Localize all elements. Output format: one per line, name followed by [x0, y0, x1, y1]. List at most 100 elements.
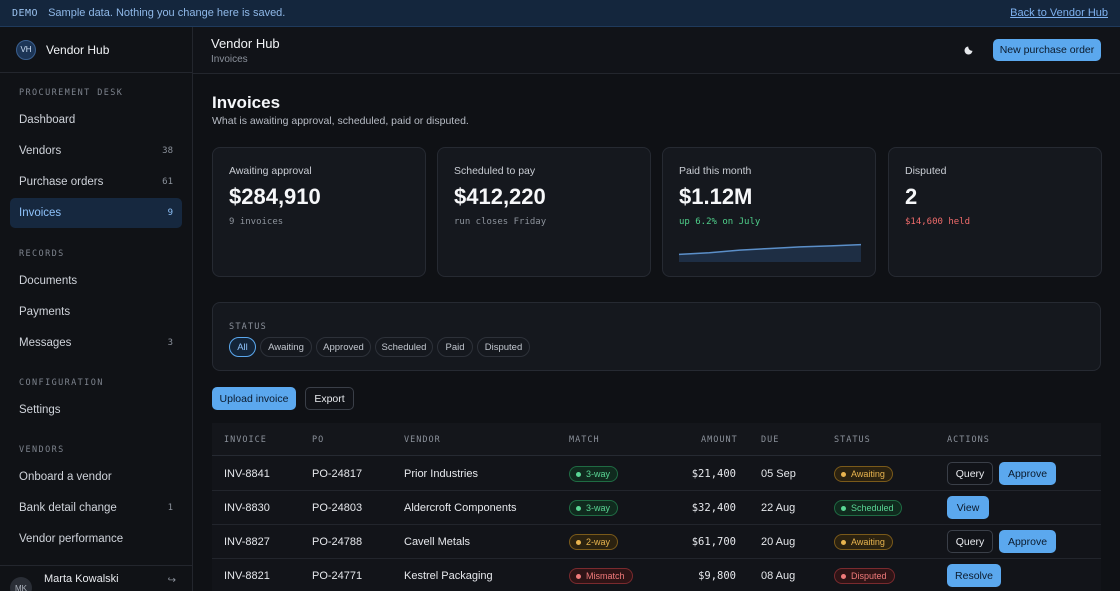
- po-number: PO-24803: [312, 502, 363, 514]
- sidebar-item-label: Invoices: [19, 207, 62, 219]
- sidebar-item-label: Documents: [19, 275, 78, 287]
- column-header-match[interactable]: MATCH: [569, 435, 600, 445]
- card-value: 2: [905, 184, 918, 209]
- match-badge: 3-way: [569, 466, 619, 482]
- card-value: $412,220: [454, 184, 546, 209]
- avatar: MK: [10, 577, 32, 591]
- export-button[interactable]: Export: [305, 387, 354, 410]
- status-dot: [841, 505, 846, 511]
- header-title: Vendor Hub: [211, 36, 280, 51]
- card-paid-this-month: Paid this month $1.12M up 6.2% on July: [662, 147, 876, 277]
- sidebar-item-messages[interactable]: Messages 3: [10, 328, 182, 358]
- column-header-actions: ACTIONS: [947, 435, 990, 445]
- status-filter: STATUS All Awaiting Approved Scheduled P…: [212, 302, 1101, 371]
- sidebar-item-count: 3: [167, 338, 173, 348]
- new-purchase-order-button[interactable]: New purchase order: [993, 39, 1101, 61]
- sidebar-item-label: Bank detail change: [19, 502, 117, 514]
- column-header-po[interactable]: PO: [312, 435, 325, 445]
- invoice-id: INV-8841: [224, 468, 270, 480]
- invoices-table: INVOICE PO VENDOR MATCH AMOUNT DUE STATU…: [212, 423, 1101, 591]
- vendor-name: Kestrel Packaging: [404, 570, 493, 582]
- filter-chip-scheduled[interactable]: Scheduled: [375, 337, 433, 357]
- filter-chip-paid[interactable]: Paid: [437, 337, 473, 357]
- sidebar-item-invoices[interactable]: Invoices 9: [10, 198, 182, 228]
- query-button[interactable]: Query: [947, 530, 993, 553]
- amount: $21,400: [691, 468, 736, 480]
- sidebar-item-documents[interactable]: Documents: [10, 266, 182, 296]
- column-header-invoice[interactable]: INVOICE: [224, 435, 267, 445]
- status-dot: [841, 573, 846, 579]
- invoice-id: INV-8827: [224, 536, 270, 548]
- filter-chip-disputed[interactable]: Disputed: [477, 337, 530, 357]
- brand-logo: VH: [16, 39, 36, 60]
- approve-button[interactable]: Approve: [999, 462, 1056, 485]
- top-header: Vendor Hub Invoices New purchase order: [193, 27, 1120, 74]
- filter-chip-approved[interactable]: Approved: [316, 337, 371, 357]
- po-number: PO-24817: [312, 468, 363, 480]
- sparkline-area: [679, 244, 861, 262]
- sidebar-item-label: Vendors: [19, 145, 62, 157]
- view-button[interactable]: View: [947, 496, 989, 519]
- approve-button[interactable]: Approve: [999, 530, 1056, 553]
- sidebar-item-label: Purchase orders: [19, 176, 104, 188]
- match-badge: Mismatch: [569, 568, 633, 584]
- vendor-name: Prior Industries: [404, 468, 478, 480]
- status-dot: [576, 573, 581, 579]
- sparkline-line: [679, 243, 861, 256]
- status-badge: Scheduled: [834, 500, 902, 516]
- paid-trend-sparkline: [679, 243, 861, 262]
- filter-chip-all[interactable]: All: [229, 337, 256, 357]
- sidebar-item-vendors[interactable]: Vendors 38: [10, 136, 182, 166]
- sidebar-item-purchase-orders[interactable]: Purchase orders 61: [10, 167, 182, 197]
- amount: $9,800: [698, 570, 736, 582]
- invoice-id: INV-8821: [224, 570, 270, 582]
- column-header-vendor[interactable]: VENDOR: [404, 435, 441, 445]
- card-note: $14,600 held: [905, 217, 971, 227]
- sign-out-icon[interactable]: ↪: [167, 575, 176, 586]
- card-value: $284,910: [229, 184, 321, 209]
- user-menu[interactable]: MK Marta Kowalski ↪: [0, 565, 192, 591]
- status-dot: [576, 539, 581, 545]
- card-awaiting-approval: Awaiting approval $284,910 9 invoices: [212, 147, 426, 277]
- brand[interactable]: VH Vendor Hub: [0, 27, 192, 73]
- card-disputed: Disputed 2 $14,600 held: [888, 147, 1102, 277]
- query-button[interactable]: Query: [947, 462, 993, 485]
- status-badge: Awaiting: [834, 534, 893, 550]
- table-row[interactable]: INV-8830 PO-24803 Aldercroft Components …: [212, 491, 1101, 525]
- sidebar-item-payments[interactable]: Payments: [10, 297, 182, 327]
- card-note: up 6.2% on July: [679, 217, 761, 227]
- due-date: 22 Aug: [761, 502, 796, 514]
- back-to-vendor-hub-link[interactable]: Back to Vendor Hub: [1010, 7, 1108, 19]
- sidebar-item-onboard-vendor[interactable]: Onboard a vendor: [10, 462, 182, 492]
- user-name: Marta Kowalski: [44, 573, 119, 585]
- resolve-button[interactable]: Resolve: [947, 564, 1001, 587]
- brand-name: Vendor Hub: [46, 42, 110, 57]
- column-header-amount[interactable]: AMOUNT: [701, 435, 738, 445]
- sidebar-item-vendor-performance[interactable]: Vendor performance: [10, 524, 182, 554]
- match-label: 3-way: [586, 503, 611, 513]
- card-label: Awaiting approval: [229, 165, 312, 177]
- status-label: Awaiting: [851, 469, 885, 479]
- sidebar-item-dashboard[interactable]: Dashboard: [10, 105, 182, 135]
- po-number: PO-24788: [312, 536, 363, 548]
- column-header-due[interactable]: DUE: [761, 435, 780, 445]
- table-row[interactable]: INV-8827 PO-24788 Cavell Metals 2-way $6…: [212, 525, 1101, 559]
- sidebar-item-settings[interactable]: Settings: [10, 395, 182, 425]
- status-dot: [841, 471, 846, 477]
- moon-icon[interactable]: [964, 43, 978, 57]
- vendor-name: Cavell Metals: [404, 536, 471, 548]
- upload-invoice-button[interactable]: Upload invoice: [212, 387, 296, 410]
- table-row[interactable]: INV-8841 PO-24817 Prior Industries 3-way…: [212, 457, 1101, 491]
- column-header-status[interactable]: STATUS: [834, 435, 871, 445]
- section-configuration: CONFIGURATION: [19, 378, 104, 388]
- section-records: RECORDS: [19, 249, 65, 259]
- status-label: Awaiting: [851, 537, 885, 547]
- sidebar-item-count: 1: [167, 503, 173, 513]
- invoice-id: INV-8830: [224, 502, 270, 514]
- filter-label: STATUS: [229, 322, 267, 332]
- sidebar-item-label: Settings: [19, 404, 61, 416]
- filter-chip-awaiting[interactable]: Awaiting: [260, 337, 312, 357]
- sidebar-item-bank-detail-change[interactable]: Bank detail change 1: [10, 493, 182, 523]
- table-row[interactable]: INV-8821 PO-24771 Kestrel Packaging Mism…: [212, 559, 1101, 591]
- amount: $61,700: [691, 536, 736, 548]
